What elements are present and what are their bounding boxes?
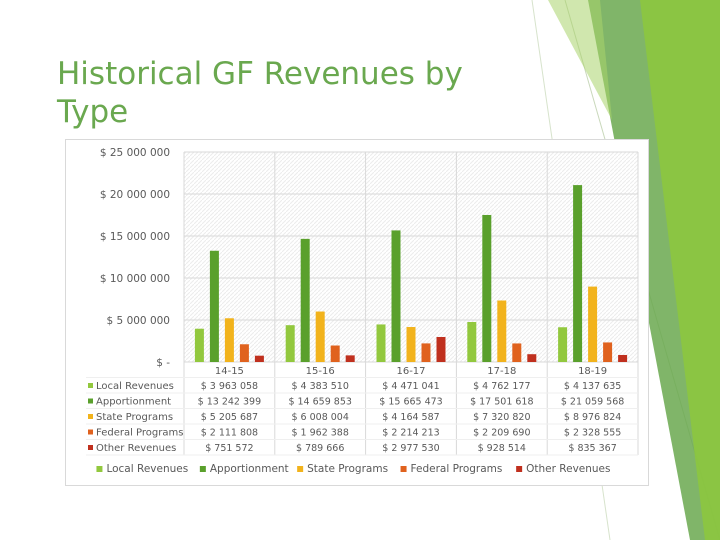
- table-cell: $ 17 501 618: [470, 397, 533, 408]
- y-tick-label: $ 25 000 000: [100, 147, 170, 159]
- table-cell: $ 2 209 690: [473, 428, 530, 439]
- legend-label: State Programs: [307, 463, 388, 475]
- bar-other-revenues-14-15: [254, 355, 264, 362]
- table-legend-key: [88, 398, 93, 404]
- legend-label: Apportionment: [210, 463, 289, 475]
- y-tick-label: $ 5 000 000: [107, 315, 170, 327]
- legend-label: Local Revenues: [106, 463, 188, 475]
- bar-apportionment-15-16: [300, 238, 310, 362]
- table-cell: $ 13 242 399: [198, 397, 261, 408]
- bar-other-revenues-16-17: [436, 336, 446, 362]
- y-axis-ticks: $ - $ 5 000 000 $ 10 000 000 $ 15 000 000 $ …: [100, 147, 170, 369]
- legend-key-other-revenues: [516, 466, 523, 472]
- grid-layer: [86, 151, 639, 456]
- chart-legend: Local Revenues Apportionment State Program…: [96, 463, 611, 475]
- table-cell: $ 2 111 808: [201, 428, 258, 439]
- legend-key-local-revenues: [96, 466, 103, 472]
- bar-local-revenues-16-17: [376, 324, 386, 362]
- slide-title: Historical GF Revenues by Type: [57, 56, 463, 130]
- table-cell: $ 21 059 568: [561, 397, 624, 408]
- table-cell: $ 4 762 177: [473, 381, 530, 392]
- table-series-name: Federal Programs: [96, 428, 183, 439]
- bar-local-revenues-17-18: [467, 321, 477, 362]
- bar-other-revenues-17-18: [527, 354, 537, 362]
- decor-triangle: [548, 0, 612, 120]
- bar-federal-programs-17-18: [512, 343, 522, 362]
- table-cell: $ 15 665 473: [379, 397, 442, 408]
- table-series-name: Local Revenues: [96, 381, 174, 392]
- table-cell: $ 2 328 555: [564, 428, 621, 439]
- table-cell: $ 7 320 820: [473, 412, 530, 423]
- table-series-name: Apportionment: [96, 397, 171, 408]
- bar-other-revenues-18-19: [618, 354, 628, 362]
- y-tick-label: $ -: [156, 357, 170, 369]
- bar-state-programs-15-16: [315, 311, 325, 362]
- revenue-chart: $ - $ 5 000 000 $ 10 000 000 $ 15 000 000 $ …: [86, 147, 639, 475]
- chart-frame: $ - $ 5 000 000 $ 10 000 000 $ 15 000 000 $ …: [65, 139, 649, 486]
- table-cell: $ 751 572: [205, 443, 253, 454]
- bar-other-revenues-15-16: [345, 355, 355, 362]
- table-cell: $ 4 471 041: [382, 381, 439, 392]
- legend-label: Other Revenues: [526, 463, 610, 475]
- bar-state-programs-14-15: [224, 318, 234, 362]
- category-label: 18-19: [578, 366, 607, 377]
- bar-layer: [194, 185, 628, 362]
- table-cell: $ 789 666: [296, 443, 344, 454]
- bar-apportionment-16-17: [391, 230, 401, 362]
- table-cell: $ 6 008 004: [291, 412, 348, 423]
- legend-key-apportionment: [199, 466, 206, 472]
- table-cell: $ 14 659 853: [288, 397, 351, 408]
- bar-federal-programs-15-16: [330, 345, 340, 362]
- table-series-name: State Programs: [96, 412, 173, 423]
- table-cell: $ 1 962 388: [291, 428, 348, 439]
- legend-key-state-programs: [297, 466, 304, 472]
- table-cell: $ 5 205 687: [201, 412, 258, 423]
- table-cell: $ 4 137 635: [564, 381, 621, 392]
- bar-local-revenues-14-15: [194, 328, 204, 362]
- bar-federal-programs-18-19: [603, 342, 613, 362]
- bar-state-programs-16-17: [406, 327, 416, 362]
- legend-label: Federal Programs: [411, 463, 503, 475]
- bar-apportionment-17-18: [482, 214, 492, 362]
- bar-apportionment-18-19: [573, 185, 583, 362]
- table-cell: $ 4 164 587: [382, 412, 439, 423]
- bar-apportionment-14-15: [209, 250, 219, 362]
- category-label: 14-15: [215, 366, 244, 377]
- table-cell: $ 2 977 530: [382, 443, 439, 454]
- y-tick-label: $ 15 000 000: [100, 231, 170, 243]
- table-cell: $ 928 514: [478, 443, 526, 454]
- y-tick-label: $ 10 000 000: [100, 273, 170, 285]
- category-label: 17-18: [487, 366, 516, 377]
- table-cell: $ 3 963 058: [201, 381, 258, 392]
- bar-local-revenues-15-16: [285, 325, 295, 362]
- category-label: 16-17: [396, 366, 425, 377]
- legend-key-federal-programs: [400, 466, 407, 472]
- decor-stripe-light: [640, 0, 720, 540]
- bar-state-programs-17-18: [497, 300, 507, 362]
- y-tick-label: $ 20 000 000: [100, 189, 170, 201]
- data-table: Local Revenues $ 3 963 058 $ 4 383 510 $ 4 …: [88, 381, 624, 454]
- bar-federal-programs-16-17: [421, 343, 431, 362]
- table-legend-key: [88, 445, 93, 450]
- table-cell: $ 8 976 824: [564, 412, 621, 423]
- bar-federal-programs-14-15: [239, 344, 249, 362]
- category-label: 15-16: [306, 366, 335, 377]
- bar-state-programs-18-19: [588, 286, 598, 362]
- plot-area: [184, 152, 638, 362]
- table-cell: $ 4 383 510: [291, 381, 348, 392]
- table-legend-key: [88, 429, 93, 435]
- table-cell: $ 835 367: [568, 443, 616, 454]
- table-cell: $ 2 214 213: [382, 428, 439, 439]
- bar-local-revenues-18-19: [558, 327, 568, 362]
- table-series-name: Other Revenues: [96, 443, 176, 454]
- category-labels: 14-15 15-16 16-17 17-18 18-19: [215, 366, 607, 377]
- table-legend-key: [88, 414, 93, 419]
- table-legend-key: [88, 383, 93, 388]
